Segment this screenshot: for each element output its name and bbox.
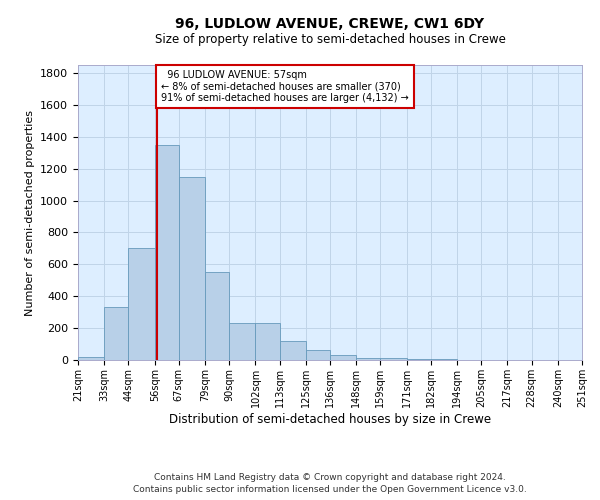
Bar <box>128 248 155 360</box>
Text: 96, LUDLOW AVENUE, CREWE, CW1 6DY: 96, LUDLOW AVENUE, CREWE, CW1 6DY <box>175 18 485 32</box>
Text: Size of property relative to semi-detached houses in Crewe: Size of property relative to semi-detach… <box>155 32 505 46</box>
Text: Contains public sector information licensed under the Open Government Licence v3: Contains public sector information licen… <box>133 485 527 494</box>
Bar <box>380 358 407 360</box>
Bar <box>280 341 306 360</box>
Text: Contains HM Land Registry data © Crown copyright and database right 2024.: Contains HM Land Registry data © Crown c… <box>154 472 506 482</box>
Bar <box>155 144 179 360</box>
Bar <box>407 358 431 360</box>
Bar <box>179 176 205 360</box>
Bar <box>431 359 457 360</box>
Bar <box>306 350 330 360</box>
Bar <box>78 357 104 360</box>
Bar <box>356 358 380 360</box>
Bar <box>330 355 356 360</box>
Bar <box>256 324 280 360</box>
Bar <box>229 324 256 360</box>
Y-axis label: Number of semi-detached properties: Number of semi-detached properties <box>25 110 35 316</box>
Bar <box>205 272 229 360</box>
Text: Distribution of semi-detached houses by size in Crewe: Distribution of semi-detached houses by … <box>169 412 491 426</box>
Bar <box>104 308 128 360</box>
Text: 96 LUDLOW AVENUE: 57sqm
← 8% of semi-detached houses are smaller (370)
91% of se: 96 LUDLOW AVENUE: 57sqm ← 8% of semi-det… <box>161 70 409 103</box>
